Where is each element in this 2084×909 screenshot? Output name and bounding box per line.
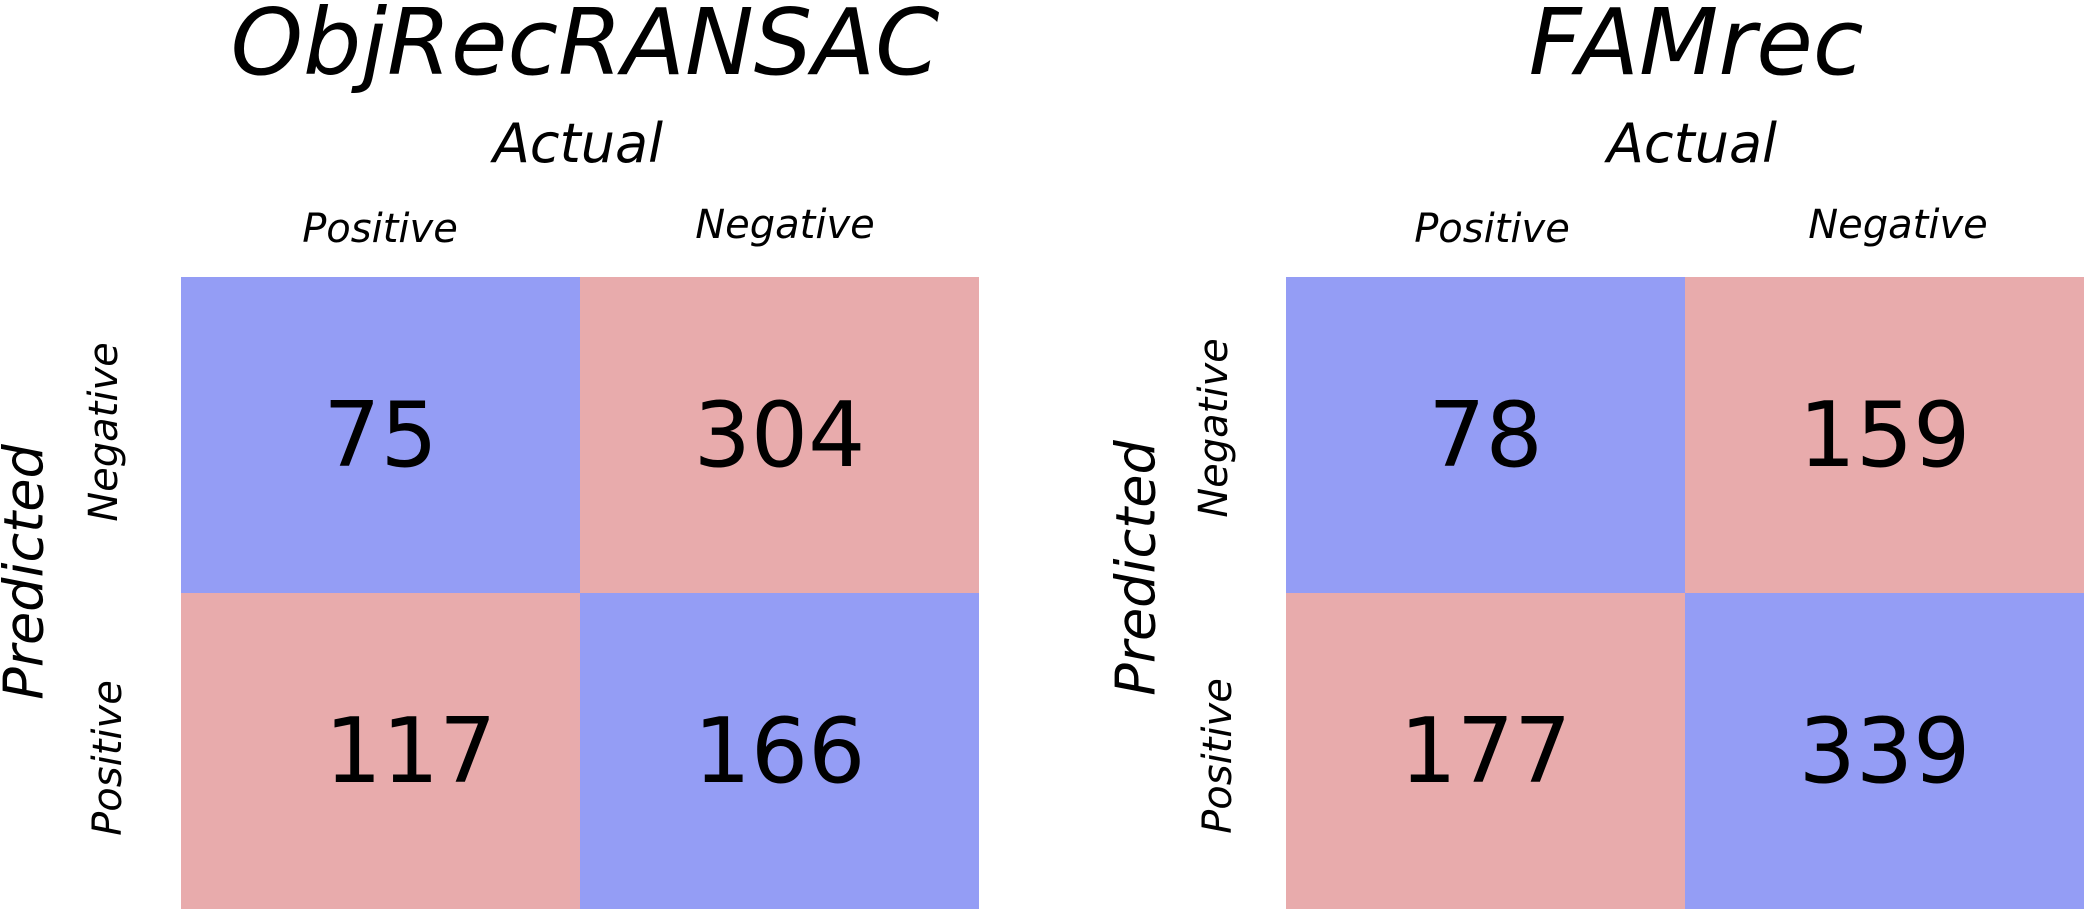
col-label-negative: Negative [695, 202, 875, 248]
chart-title: FAMrec [1528, 0, 1864, 96]
col-label-negative: Negative [1808, 202, 1988, 248]
cell-value: 159 [1685, 277, 2084, 593]
col-label-positive: Positive [302, 206, 458, 252]
cell-value: 166 [580, 593, 979, 909]
row-label-positive: Positive [85, 680, 131, 836]
chart-title: ObjRecRANSAC [230, 0, 940, 96]
row-label-negative: Negative [1191, 338, 1237, 518]
cell-value: 117 [181, 593, 580, 909]
row-label-positive: Positive [1195, 678, 1241, 834]
confusion-matrix-famrec: FAMrec Actual Positive Negative Predicte… [1042, 0, 2084, 909]
cell-value: 339 [1685, 593, 2084, 909]
cell-value: 304 [580, 277, 979, 593]
cell-value: 75 [181, 277, 580, 593]
x-axis-label: Actual [1606, 112, 1778, 175]
cell-value: 78 [1286, 277, 1685, 593]
x-axis-label: Actual [492, 112, 664, 175]
row-label-negative: Negative [81, 342, 127, 522]
confusion-matrix-objrecransac: ObjRecRANSAC Actual Positive Negative Pr… [0, 0, 979, 909]
y-axis-label: Predicted [1104, 440, 1168, 696]
y-axis-label: Predicted [0, 444, 56, 700]
cell-value: 177 [1286, 593, 1685, 909]
col-label-positive: Positive [1414, 206, 1570, 252]
